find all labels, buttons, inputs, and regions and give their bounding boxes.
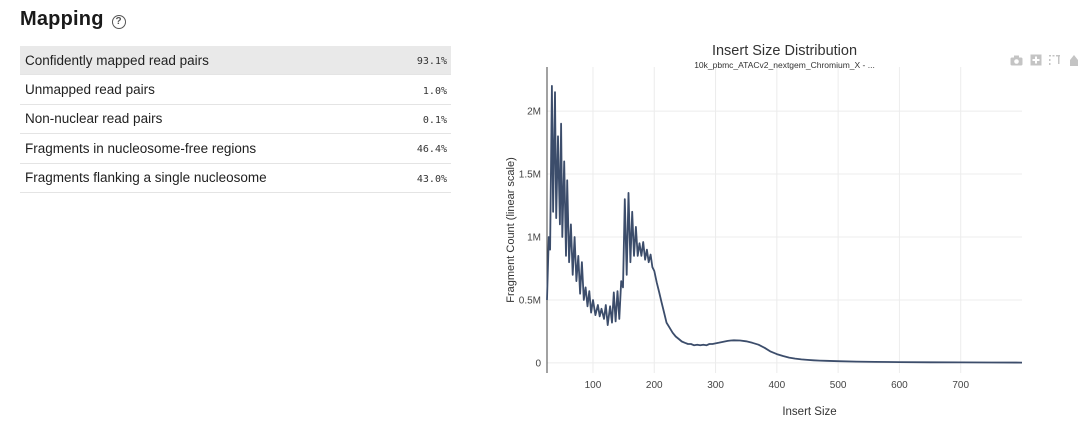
chart-modebar xyxy=(1010,54,1080,66)
chart-title: Insert Size Distribution xyxy=(711,43,858,59)
zoom-select-icon[interactable] xyxy=(1048,54,1061,66)
insert-size-chart[interactable]: Insert Size Distribution 10k_pbmc_ATACv2… xyxy=(497,40,1080,435)
x-tick-label: 400 xyxy=(768,380,785,391)
chart-plot[interactable]: 100 200 300 400 500 600 70000.5M1M1.5M2MInsert… xyxy=(497,40,1080,435)
section-header: Mapping ? xyxy=(20,8,126,31)
camera-icon[interactable] xyxy=(1010,54,1023,66)
metric-row[interactable]: Fragments in nucleosome-free regions 46.… xyxy=(20,134,451,164)
metric-row[interactable]: Non-nuclear read pairs 0.1% xyxy=(20,105,451,135)
metric-row[interactable]: Fragments flanking a single nucleosome 4… xyxy=(20,164,451,193)
metric-value: 0.1% xyxy=(422,114,447,126)
y-tick-label: 0 xyxy=(535,358,541,369)
chart-subtitle: 10k_pbmc_ATACv2_nextgem_Chromium_X - ... xyxy=(694,60,875,70)
x-tick-label: 500 xyxy=(830,380,847,391)
metrics-table: Confidently mapped read pairs 93.1% Unma… xyxy=(20,46,451,193)
metric-label: Confidently mapped read pairs xyxy=(25,52,209,68)
metric-label: Non-nuclear read pairs xyxy=(25,111,163,127)
metric-value: 1.0% xyxy=(422,85,447,97)
metric-value: 93.1% xyxy=(416,56,447,68)
metric-value: 43.0% xyxy=(416,173,447,185)
metric-row[interactable]: Unmapped read pairs 1.0% xyxy=(20,75,451,105)
question-circle-icon[interactable]: ? xyxy=(111,15,126,29)
y-tick-label: 1M xyxy=(527,233,541,244)
y-tick-label: 0.5M xyxy=(519,295,541,306)
x-tick-label: 600 xyxy=(891,380,908,391)
metric-row[interactable]: Confidently mapped read pairs 93.1% xyxy=(20,46,451,76)
y-tick-label: 1.5M xyxy=(519,170,541,181)
y-axis-title: Fragment Count (linear scale) xyxy=(505,157,517,303)
metric-label: Unmapped read pairs xyxy=(25,82,155,98)
y-tick-label: 2M xyxy=(527,107,541,118)
metric-label: Fragments in nucleosome-free regions xyxy=(25,140,257,156)
x-tick-label: 100 xyxy=(585,380,602,391)
x-tick-label: 300 xyxy=(707,380,724,391)
x-tick-label: 700 xyxy=(952,380,969,391)
metric-value: 46.4% xyxy=(416,144,447,156)
x-tick-label: 200 xyxy=(646,380,663,391)
series-line xyxy=(546,85,1023,364)
x-axis-title: Insert Size xyxy=(782,406,836,418)
section-title: Mapping xyxy=(20,8,104,30)
metric-label: Fragments flanking a single nucleosome xyxy=(25,170,267,186)
plus-box-icon[interactable] xyxy=(1029,54,1042,66)
home-icon[interactable] xyxy=(1067,54,1080,66)
